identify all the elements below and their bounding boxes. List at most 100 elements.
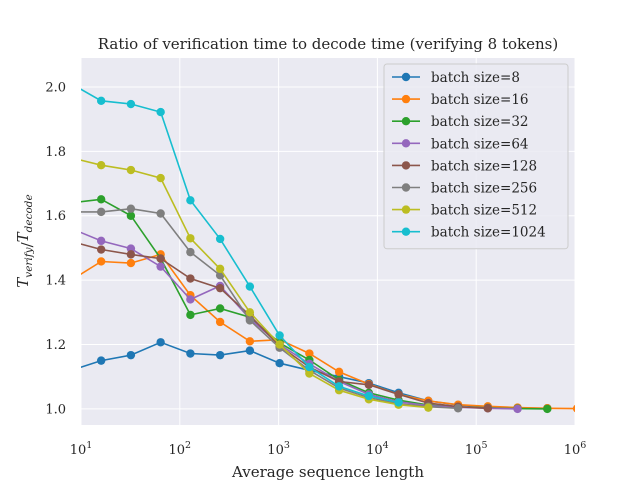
- data-point: [186, 349, 195, 358]
- x-tick-base: 10: [70, 443, 87, 458]
- data-point: [126, 244, 136, 253]
- data-point: [245, 316, 255, 325]
- data-point: [483, 404, 493, 413]
- data-point: [186, 310, 195, 320]
- x-tick-exponent: 3: [284, 440, 290, 451]
- data-point: [96, 195, 106, 204]
- data-point: [364, 391, 374, 401]
- y-label-part: verify: [23, 246, 35, 277]
- x-tick-exponent: 5: [481, 440, 487, 451]
- x-tick-base: 10: [169, 443, 186, 458]
- data-point: [215, 350, 225, 360]
- legend-label: batch size=256: [431, 181, 537, 197]
- legend-marker: [401, 117, 411, 126]
- data-point: [275, 358, 284, 368]
- data-point: [215, 264, 225, 274]
- data-point: [245, 337, 255, 346]
- y-tick-label: 1.8: [45, 145, 66, 160]
- legend-label: batch size=128: [431, 158, 537, 174]
- data-point: [215, 234, 225, 244]
- x-tick-exponent: 2: [185, 440, 191, 451]
- legend-item: batch size=8: [392, 70, 520, 86]
- legend-label: batch size=16: [431, 92, 529, 108]
- data-point: [513, 404, 522, 414]
- series-group: [81, 88, 575, 414]
- data-point: [96, 236, 106, 246]
- x-tick-exponent: 4: [383, 440, 389, 451]
- legend-label: batch size=32: [431, 114, 529, 130]
- data-point: [334, 382, 344, 391]
- data-point: [186, 247, 195, 257]
- x-tick-label: 106: [564, 440, 587, 458]
- data-point: [126, 99, 136, 109]
- data-point: [245, 308, 255, 317]
- legend: batch size=8 batch size=16 batch size=32 ba…: [383, 63, 569, 250]
- y-label-part: T: [14, 277, 32, 288]
- legend-marker: [401, 183, 411, 192]
- y-axis-label: Tverify/Tdecode: [14, 194, 36, 288]
- data-point: [543, 404, 552, 414]
- data-point: [245, 282, 255, 291]
- series-line: [81, 253, 575, 410]
- x-tick-exponent: 1: [86, 440, 92, 451]
- legend-item: batch size=1024: [392, 225, 546, 241]
- legend-box: [383, 63, 569, 250]
- x-tick-label: 101: [70, 440, 93, 458]
- legend-item: batch size=64: [392, 136, 529, 152]
- legend-label: batch size=1024: [431, 225, 546, 241]
- data-point: [275, 331, 284, 340]
- x-tick-label: 103: [267, 440, 290, 458]
- data-point: [245, 346, 255, 355]
- series-line: [81, 88, 399, 404]
- data-point: [126, 258, 136, 268]
- y-label-part: decode: [23, 194, 35, 232]
- data-point: [96, 257, 106, 266]
- x-tick-label: 102: [169, 440, 192, 458]
- data-point: [126, 165, 136, 175]
- data-point: [305, 349, 314, 358]
- y-tick-label: 1.0: [45, 402, 66, 417]
- data-point: [334, 367, 344, 377]
- data-point: [453, 404, 463, 413]
- data-point: [156, 262, 165, 271]
- data-point: [364, 380, 374, 389]
- legend-marker: [401, 139, 411, 148]
- data-point: [215, 304, 225, 313]
- legend-marker: [401, 227, 411, 236]
- data-point: [126, 211, 136, 220]
- data-point: [96, 207, 106, 217]
- data-point: [572, 404, 575, 413]
- data-point: [96, 356, 106, 365]
- x-tick-base: 10: [465, 443, 482, 458]
- legend-label: batch size=8: [431, 70, 520, 86]
- y-tick-label: 1.4: [45, 274, 66, 289]
- data-point: [156, 107, 165, 117]
- series-line: [81, 231, 518, 410]
- data-point: [156, 209, 165, 218]
- y-tick-label: 2.0: [45, 80, 66, 95]
- y-tick-label: 1.6: [45, 209, 66, 224]
- y-label-part: T: [14, 231, 32, 242]
- legend-item: batch size=512: [392, 203, 537, 219]
- chart-title: Ratio of verification time to decode tim…: [98, 35, 558, 53]
- legend-item: batch size=16: [392, 92, 529, 108]
- x-tick-label: 104: [366, 440, 389, 458]
- legend-marker: [401, 205, 411, 214]
- legend-item: batch size=32: [392, 114, 529, 130]
- data-point: [424, 403, 433, 412]
- legend-item: batch size=128: [392, 158, 537, 174]
- series-8: [81, 88, 403, 407]
- y-tick-label: 1.2: [45, 338, 66, 353]
- data-point: [96, 161, 106, 170]
- data-point: [394, 398, 403, 407]
- x-tick-base: 10: [564, 443, 581, 458]
- data-point: [156, 338, 165, 347]
- data-point: [394, 390, 403, 399]
- data-point: [305, 362, 314, 372]
- data-point: [305, 369, 314, 378]
- series-line: [81, 207, 459, 410]
- x-tick-base: 10: [366, 443, 383, 458]
- data-point: [156, 173, 165, 183]
- x-tick-label: 105: [465, 440, 488, 458]
